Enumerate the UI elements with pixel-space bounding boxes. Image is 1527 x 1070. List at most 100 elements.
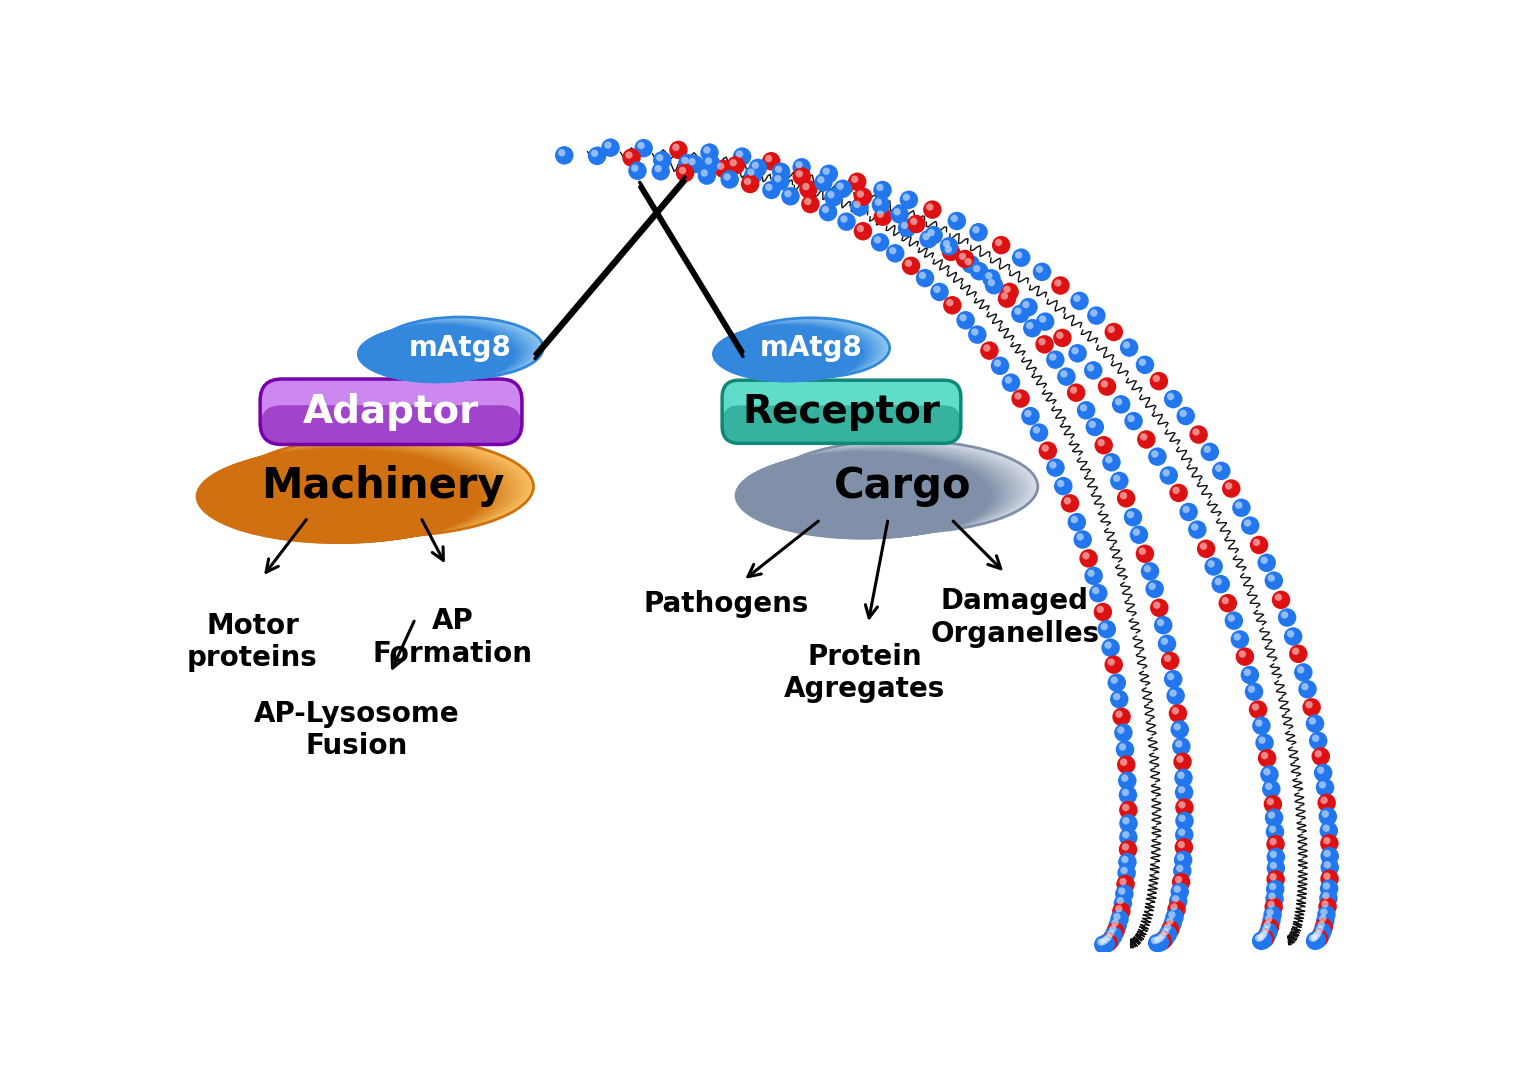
Circle shape bbox=[1015, 251, 1022, 259]
Ellipse shape bbox=[747, 447, 1008, 537]
Ellipse shape bbox=[199, 448, 484, 544]
Ellipse shape bbox=[716, 324, 867, 381]
Circle shape bbox=[623, 149, 641, 167]
Circle shape bbox=[1153, 932, 1173, 950]
Circle shape bbox=[1263, 926, 1269, 933]
Circle shape bbox=[1119, 492, 1127, 500]
Circle shape bbox=[1038, 316, 1046, 323]
Circle shape bbox=[1266, 889, 1284, 908]
Circle shape bbox=[1176, 740, 1182, 748]
Circle shape bbox=[793, 167, 811, 186]
Circle shape bbox=[1164, 655, 1171, 662]
Ellipse shape bbox=[715, 324, 866, 382]
Circle shape bbox=[1029, 424, 1048, 442]
Circle shape bbox=[1136, 355, 1154, 374]
Circle shape bbox=[1219, 594, 1237, 612]
Circle shape bbox=[1176, 755, 1183, 763]
Circle shape bbox=[1248, 686, 1255, 693]
Circle shape bbox=[925, 203, 933, 211]
Circle shape bbox=[1161, 652, 1179, 670]
Circle shape bbox=[1104, 927, 1122, 945]
Circle shape bbox=[1089, 421, 1096, 428]
Circle shape bbox=[1101, 931, 1121, 949]
Circle shape bbox=[1321, 858, 1339, 876]
Circle shape bbox=[1090, 309, 1098, 317]
Circle shape bbox=[1179, 410, 1186, 417]
Circle shape bbox=[1106, 922, 1125, 941]
Circle shape bbox=[1312, 747, 1330, 766]
Circle shape bbox=[899, 190, 918, 209]
Ellipse shape bbox=[214, 443, 507, 540]
Circle shape bbox=[876, 184, 884, 192]
Circle shape bbox=[1269, 883, 1277, 890]
Circle shape bbox=[886, 244, 904, 262]
Ellipse shape bbox=[363, 322, 524, 382]
Ellipse shape bbox=[195, 449, 481, 544]
Circle shape bbox=[1101, 380, 1109, 387]
Circle shape bbox=[1306, 701, 1313, 708]
Circle shape bbox=[625, 151, 632, 158]
Circle shape bbox=[1087, 364, 1095, 371]
Circle shape bbox=[847, 172, 866, 192]
Circle shape bbox=[678, 154, 696, 172]
Ellipse shape bbox=[762, 442, 1029, 534]
Circle shape bbox=[1073, 294, 1081, 302]
Ellipse shape bbox=[728, 319, 884, 379]
Circle shape bbox=[1113, 895, 1132, 913]
Ellipse shape bbox=[376, 318, 541, 379]
Circle shape bbox=[765, 184, 773, 192]
Ellipse shape bbox=[232, 437, 531, 537]
Circle shape bbox=[1278, 608, 1296, 627]
Circle shape bbox=[1084, 362, 1102, 380]
Circle shape bbox=[1161, 638, 1168, 645]
Circle shape bbox=[1179, 814, 1185, 822]
Circle shape bbox=[1080, 404, 1087, 412]
Circle shape bbox=[945, 246, 951, 253]
Circle shape bbox=[634, 139, 654, 157]
Circle shape bbox=[1014, 393, 1022, 400]
Circle shape bbox=[802, 195, 820, 213]
Circle shape bbox=[701, 143, 719, 162]
Circle shape bbox=[1267, 811, 1275, 819]
Ellipse shape bbox=[368, 321, 530, 381]
Circle shape bbox=[724, 173, 731, 181]
Circle shape bbox=[1159, 467, 1177, 485]
Ellipse shape bbox=[370, 320, 531, 381]
Ellipse shape bbox=[374, 318, 539, 379]
Ellipse shape bbox=[727, 320, 883, 379]
Circle shape bbox=[982, 270, 1000, 288]
Circle shape bbox=[924, 200, 942, 219]
Circle shape bbox=[1309, 717, 1316, 724]
Circle shape bbox=[1243, 669, 1251, 676]
Circle shape bbox=[1269, 892, 1275, 900]
Circle shape bbox=[1164, 389, 1182, 409]
Circle shape bbox=[1115, 885, 1133, 903]
Ellipse shape bbox=[231, 438, 530, 537]
Circle shape bbox=[1272, 591, 1290, 609]
Circle shape bbox=[1200, 542, 1208, 550]
Ellipse shape bbox=[760, 443, 1026, 534]
Circle shape bbox=[930, 282, 948, 301]
Circle shape bbox=[1083, 552, 1090, 560]
Circle shape bbox=[1225, 611, 1243, 630]
Circle shape bbox=[1281, 611, 1289, 618]
Ellipse shape bbox=[730, 319, 887, 379]
Circle shape bbox=[1222, 597, 1229, 605]
Circle shape bbox=[1167, 393, 1174, 400]
Circle shape bbox=[1222, 479, 1240, 498]
Circle shape bbox=[1099, 937, 1107, 945]
Circle shape bbox=[1292, 647, 1299, 655]
Circle shape bbox=[1086, 417, 1104, 437]
Circle shape bbox=[1296, 667, 1304, 673]
Circle shape bbox=[1173, 487, 1180, 494]
Ellipse shape bbox=[374, 319, 538, 380]
Circle shape bbox=[1168, 704, 1186, 722]
Circle shape bbox=[1002, 373, 1020, 392]
Circle shape bbox=[1162, 928, 1170, 935]
Ellipse shape bbox=[738, 450, 994, 539]
Text: Cargo: Cargo bbox=[834, 465, 971, 507]
Circle shape bbox=[744, 166, 762, 184]
Ellipse shape bbox=[362, 323, 521, 382]
Circle shape bbox=[991, 356, 1009, 376]
Ellipse shape bbox=[363, 322, 524, 382]
